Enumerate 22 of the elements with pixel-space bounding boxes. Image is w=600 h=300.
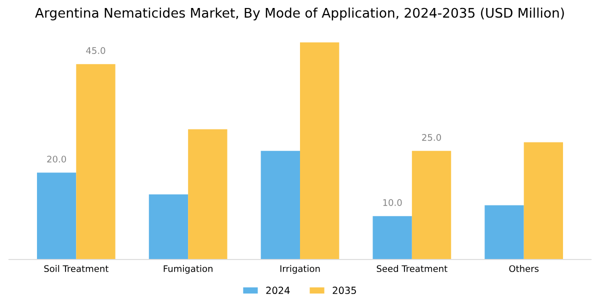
x-tick-label: Soil Treatment: [44, 265, 108, 272]
x-tick-label: Seed Treatment: [376, 265, 448, 272]
x-tick-label: Irrigation: [280, 265, 320, 274]
bar: [36, 172, 76, 260]
legend-label: 2024: [266, 286, 290, 294]
bar: [148, 194, 188, 260]
chart-title: Argentina Nematicides Market, By Mode of Application, 2024-2035 (USD Million): [35, 8, 564, 20]
bar: [484, 205, 524, 260]
data-label: 45.0: [86, 47, 106, 54]
x-tick-label: Others: [509, 265, 539, 272]
bar: [372, 216, 412, 260]
data-label: 10.0: [383, 199, 402, 206]
bar: [260, 150, 300, 260]
x-tick-label: Fumigation: [164, 265, 212, 274]
bar: [188, 129, 228, 260]
data-label: 25.0: [422, 134, 441, 141]
bar: [524, 142, 564, 260]
bar: [300, 42, 340, 260]
legend-label: 2035: [332, 286, 356, 294]
bar: [412, 150, 452, 260]
bar: [76, 64, 116, 260]
data-label: 20.0: [47, 156, 66, 163]
